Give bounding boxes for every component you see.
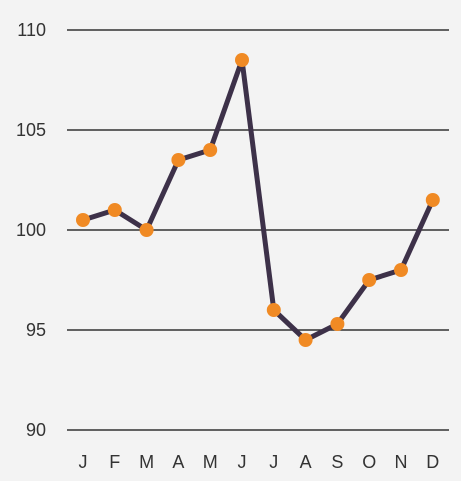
- y-tick-label: 105: [16, 120, 46, 140]
- data-point-J: [235, 53, 249, 67]
- data-point-F: [107, 203, 122, 217]
- x-tick-label: A: [172, 452, 184, 472]
- y-tick-label: 90: [26, 420, 46, 440]
- x-tick-label: J: [269, 452, 278, 472]
- x-tick-label: J: [79, 452, 88, 472]
- x-tick-label: A: [300, 452, 312, 472]
- x-tick-label: S: [331, 452, 343, 472]
- data-point-S: [330, 317, 345, 331]
- data-point-D: [425, 193, 440, 207]
- y-tick-label: 95: [26, 320, 46, 340]
- x-tick-label: J: [238, 452, 247, 472]
- y-tick-label: 110: [17, 20, 46, 40]
- data-point-M: [203, 143, 218, 157]
- y-tick-label: 100: [16, 220, 46, 240]
- x-tick-label: D: [426, 452, 439, 472]
- data-point-N: [394, 263, 408, 277]
- data-point-O: [362, 273, 377, 287]
- x-tick-label: M: [203, 452, 218, 472]
- x-tick-label: N: [395, 452, 408, 472]
- x-tick-label: M: [139, 452, 154, 472]
- grid-lines: [67, 29, 449, 431]
- x-tick-label: F: [109, 452, 120, 472]
- data-point-J: [266, 303, 281, 317]
- data-points: [76, 53, 440, 347]
- x-tick-label: O: [362, 452, 376, 472]
- data-point-M: [139, 223, 154, 237]
- data-point-A: [171, 153, 186, 167]
- data-point-A: [298, 333, 313, 347]
- y-axis-tick-labels: 90 95 100 105 110: [16, 20, 46, 440]
- data-point-J: [76, 213, 90, 227]
